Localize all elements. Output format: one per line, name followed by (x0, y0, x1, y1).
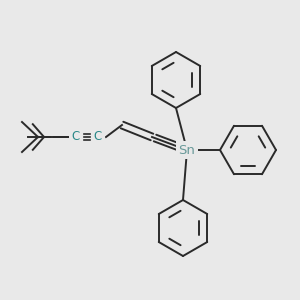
Text: C: C (72, 130, 80, 143)
Text: C: C (94, 130, 102, 143)
Text: Sn: Sn (178, 143, 195, 157)
